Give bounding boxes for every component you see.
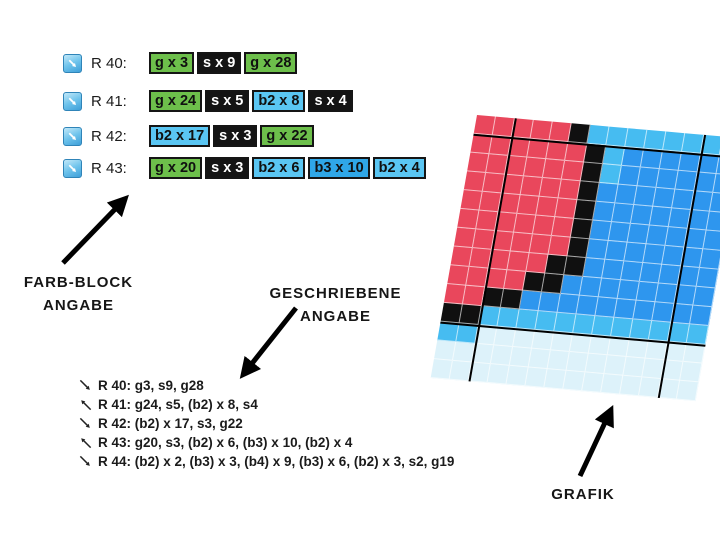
row-label: R 40:	[91, 54, 127, 72]
color-block: b3 x 10	[308, 157, 370, 179]
color-block: g x 28	[244, 52, 298, 74]
diagonal-arrow-icon	[63, 91, 82, 111]
color-block: g x 3	[149, 52, 195, 74]
written-row: R 40: g3, s9, g28	[78, 376, 454, 395]
grid-cell	[696, 268, 719, 289]
grid-cell	[693, 286, 716, 308]
grid-cell	[686, 324, 709, 345]
written-text: R 41: g24, s5, (b2) x 8, s4	[98, 397, 258, 412]
color-block: g x 24	[149, 90, 203, 112]
grid-cell	[703, 230, 720, 251]
geschriebene-label-line1: GESCHRIEBENE	[269, 285, 402, 302]
farb-block-label-line2: ANGABE	[42, 297, 114, 314]
color-block: g x 20	[149, 157, 203, 179]
diagonal-arrow-icon	[63, 158, 82, 178]
row-label: R 43:	[91, 159, 127, 177]
arrow-up-left-icon	[78, 435, 94, 451]
farb-block-arrow	[61, 194, 129, 265]
written-row: R 41: g24, s5, (b2) x 8, s4	[78, 395, 454, 414]
grafik-label: GRAFIK	[551, 486, 615, 503]
grid-cell	[706, 211, 720, 233]
written-specification: R 40: g3, s9, g28 R 41: g24, s5, (b2) x 8…	[78, 376, 454, 471]
geschriebene-label: GESCHRIEBENE ANGABE	[258, 282, 413, 328]
geschriebene-label-line2: ANGABE	[299, 308, 371, 325]
written-text: R 44: (b2) x 2, (b3) x 3, (b4) x 9, (b3)…	[98, 454, 455, 469]
arrow-down-right-icon	[78, 378, 94, 394]
written-row: R 42: (b2) x 17, s3, g22	[78, 414, 454, 433]
color-block: b2 x 6	[252, 157, 306, 179]
grid-cell	[689, 305, 713, 327]
arrow-down-right-icon	[78, 416, 94, 432]
written-text: R 43: g20, s3, (b2) x 6, (b3) x 10, (b2)…	[98, 435, 353, 450]
diagonal-arrow-icon	[63, 53, 82, 73]
written-text: R 42: (b2) x 17, s3, g22	[98, 416, 243, 431]
arrow-up-left-icon	[78, 397, 94, 413]
color-block: g x 22	[260, 125, 314, 147]
color-block: b2 x 17	[149, 125, 211, 147]
grid-cell	[680, 361, 703, 383]
grid-cell	[676, 380, 699, 402]
diagonal-arrow-icon	[63, 126, 82, 146]
color-block: s x 9	[197, 52, 242, 74]
arrow-down-right-icon	[78, 454, 94, 470]
color-block: s x 4	[308, 90, 353, 112]
farb-block-label-line1: FARB-BLOCK	[23, 274, 134, 291]
color-block: b2 x 4	[372, 157, 426, 179]
color-block: s x 3	[213, 125, 258, 147]
farb-block-label: FARB-BLOCK ANGABE	[6, 271, 151, 317]
color-block: s x 3	[205, 157, 250, 179]
grid-cell	[699, 249, 720, 270]
row-label: R 41:	[91, 92, 127, 110]
geschriebene-arrow	[239, 306, 298, 379]
written-row: R 43: g20, s3, (b2) x 6, (b3) x 10, (b2)…	[78, 433, 454, 452]
color-block: s x 5	[205, 90, 250, 112]
row-label: R 42:	[91, 127, 127, 145]
pattern-grid	[430, 115, 720, 402]
written-row: R 44: (b2) x 2, (b3) x 3, (b4) x 9, (b3)…	[78, 452, 454, 471]
legend-row: R 43: g x 20 s x 3 b2 x 6 b3 x 10 b2 x 4	[63, 156, 426, 180]
written-text: R 40: g3, s9, g28	[98, 378, 204, 393]
grafik-arrow	[577, 404, 614, 478]
color-block: b2 x 8	[252, 90, 306, 112]
